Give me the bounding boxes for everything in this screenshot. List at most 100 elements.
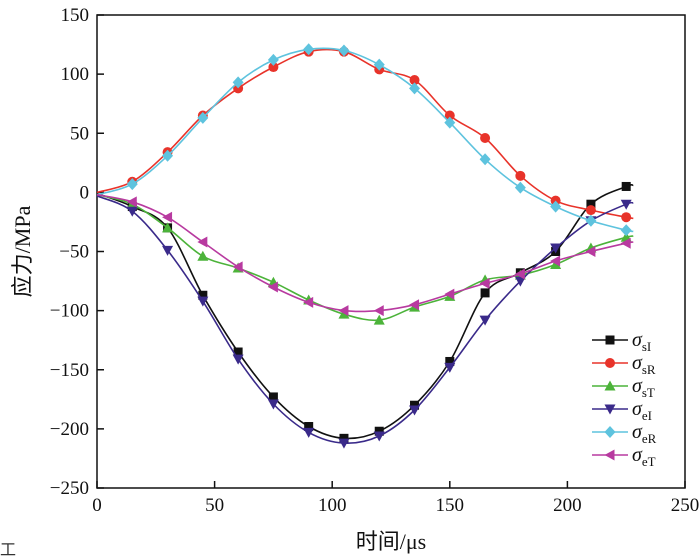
legend-label: σeR — [632, 421, 657, 446]
y-tick-label: −200 — [50, 419, 89, 440]
data-point — [620, 199, 632, 210]
legend-label: σsT — [632, 375, 655, 400]
series-line — [96, 48, 634, 220]
data-point — [162, 222, 174, 233]
data-point — [621, 181, 631, 191]
y-tick-label: −50 — [59, 242, 89, 263]
legend-marker — [604, 449, 615, 461]
data-point — [586, 199, 596, 209]
data-point — [444, 362, 456, 373]
legend-item-sR: σsR — [592, 352, 656, 377]
series-group — [96, 43, 634, 449]
x-tick-labels: 0 50 100 150 200 250 — [92, 495, 699, 516]
y-tick-label: −150 — [50, 360, 89, 381]
data-point — [232, 76, 244, 89]
legend-label: σeT — [632, 444, 656, 469]
series-sI — [96, 181, 634, 443]
data-point — [444, 110, 455, 121]
legend-item-eR: σeR — [592, 421, 657, 446]
data-point — [338, 308, 350, 319]
data-point — [444, 288, 455, 300]
data-point — [126, 206, 138, 217]
x-tick-label: 150 — [436, 495, 465, 516]
data-point — [232, 261, 243, 273]
data-point — [445, 356, 455, 366]
data-point — [479, 153, 491, 166]
plot-frame — [96, 14, 686, 489]
x-tick-label: 250 — [671, 495, 700, 516]
data-point — [339, 433, 349, 443]
data-point — [480, 132, 491, 143]
series-sR — [96, 46, 634, 223]
data-point — [162, 149, 174, 162]
data-point — [374, 426, 384, 436]
legend-item-eI: σeI — [592, 398, 652, 423]
legend-marker — [604, 426, 616, 438]
data-point — [585, 214, 597, 227]
x-tick-label: 0 — [92, 495, 102, 516]
data-point — [126, 178, 138, 191]
data-point — [550, 243, 562, 254]
data-point — [444, 116, 456, 129]
data-point — [409, 405, 421, 416]
y-tick-label: −250 — [50, 478, 89, 499]
legend-item-sI: σsI — [592, 329, 651, 354]
data-point — [620, 237, 631, 249]
series-line — [96, 193, 634, 322]
y-tick-labels: 150 100 50 0 −50 −100 −150 −200 −250 — [50, 5, 89, 499]
data-point — [480, 288, 490, 298]
data-point — [514, 181, 526, 194]
data-point — [338, 44, 350, 57]
x-axis-title: 时间/μs — [356, 529, 426, 554]
data-point — [373, 305, 384, 317]
data-point — [267, 399, 279, 410]
axis-ticks — [96, 14, 686, 489]
data-point — [373, 58, 385, 71]
data-point — [410, 400, 420, 410]
data-point — [621, 212, 632, 223]
y-tick-label: 150 — [61, 5, 90, 26]
data-point — [515, 170, 526, 181]
data-point — [126, 196, 137, 208]
data-point — [373, 431, 385, 442]
series-eI — [96, 195, 634, 449]
data-point — [162, 211, 173, 223]
data-point — [514, 276, 526, 287]
stray-glyph: 工 — [0, 540, 17, 559]
data-point — [585, 246, 596, 257]
data-point — [479, 277, 490, 289]
data-point — [304, 422, 314, 432]
data-point — [550, 200, 562, 213]
data-point — [514, 268, 525, 280]
data-point — [198, 290, 208, 300]
data-point — [303, 427, 315, 438]
data-point — [338, 305, 349, 317]
y-tick-label: 0 — [80, 182, 90, 203]
data-point — [373, 314, 385, 325]
legend-label: σsR — [632, 352, 656, 377]
legend-item-sT: σsT — [592, 375, 655, 400]
data-point — [162, 245, 174, 256]
data-point — [303, 43, 315, 56]
data-point — [409, 82, 421, 95]
x-tick-label: 50 — [205, 495, 224, 516]
legend-label: σsI — [632, 329, 651, 354]
data-point — [197, 250, 209, 261]
legend-marker — [605, 358, 615, 368]
y-axis-title: 应力/MPa — [10, 205, 35, 297]
data-point — [197, 236, 208, 248]
data-point — [267, 281, 278, 293]
data-point — [197, 296, 209, 307]
series-eR — [96, 43, 634, 237]
data-point — [303, 296, 314, 308]
data-point — [550, 255, 561, 267]
x-tick-label: 200 — [553, 495, 582, 516]
data-point — [338, 438, 350, 449]
data-point — [409, 75, 420, 86]
data-point — [233, 347, 243, 357]
data-point — [268, 392, 278, 402]
legend-item-eT: σeT — [592, 444, 656, 469]
y-tick-label: −100 — [50, 301, 89, 322]
